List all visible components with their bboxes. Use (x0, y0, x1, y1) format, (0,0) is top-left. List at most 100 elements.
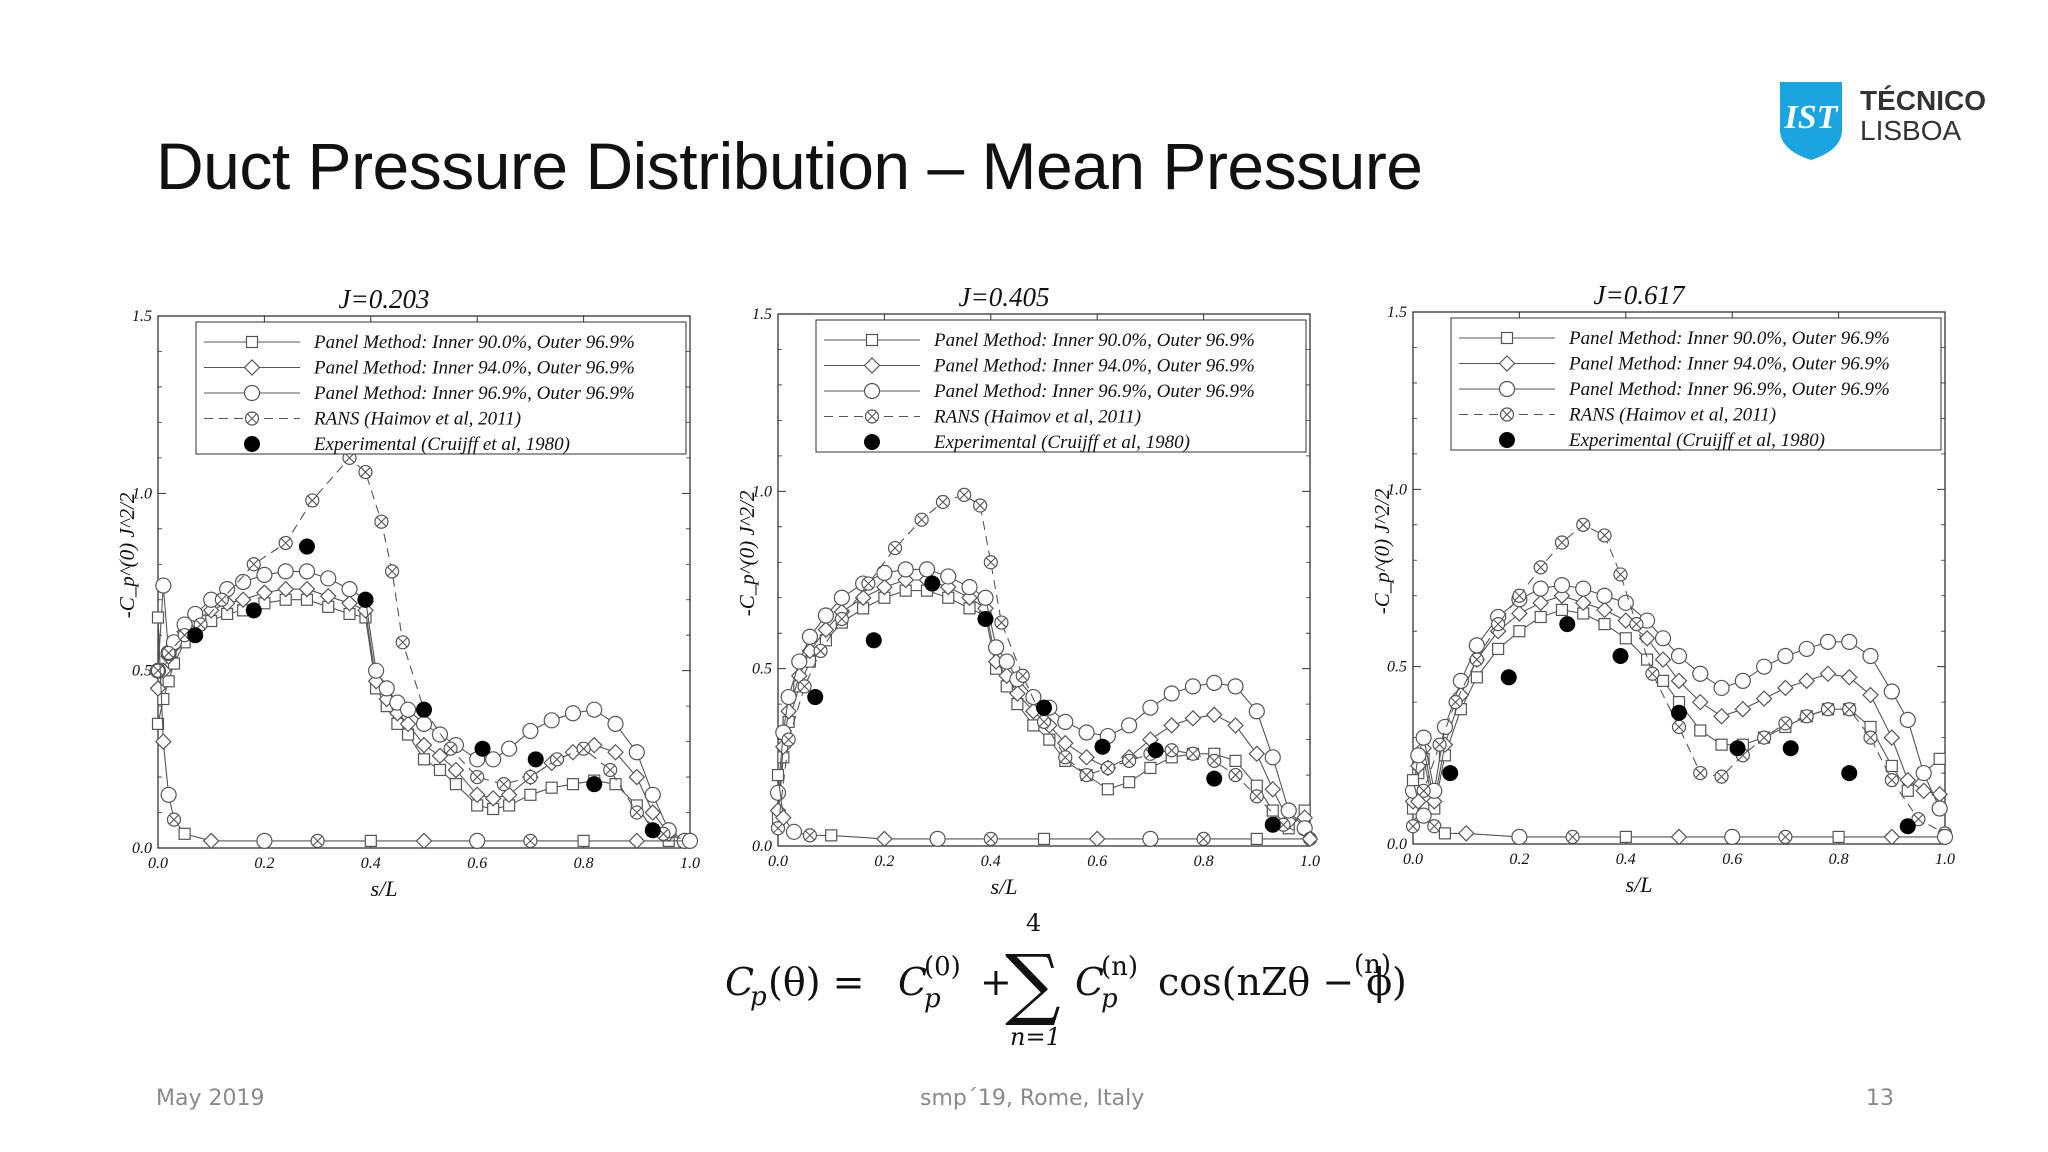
data-point (1565, 829, 1580, 845)
data-point (1734, 700, 1752, 718)
data-point (485, 751, 502, 768)
data-point (1915, 782, 1933, 800)
data-point (1670, 672, 1688, 690)
data-point (433, 763, 447, 777)
data-point (1228, 767, 1243, 783)
x-tick-label: 0.4 (1616, 851, 1636, 868)
data-point (1185, 746, 1201, 761)
series-filled-circle (187, 538, 661, 839)
series-line (1412, 780, 1945, 838)
legend-label: Panel Method: Inner 94.0%, Outer 96.9% (933, 356, 1255, 377)
data-point (1936, 828, 1953, 846)
x-tick-label: 0.2 (1509, 851, 1529, 868)
data-point (1575, 580, 1592, 597)
formula-plus: + (980, 960, 1012, 1004)
data-point (1036, 714, 1052, 729)
data-point (1037, 832, 1051, 846)
data-point (1693, 765, 1708, 781)
legend-marker (1500, 331, 1514, 345)
data-point (1734, 672, 1751, 689)
legend: Panel Method: Inner 90.0%, Outer 96.9% Pa… (1450, 317, 1942, 451)
series-filled-circle (1442, 616, 1916, 835)
y-tick-label: 0.5 (752, 661, 772, 678)
y-tick-label: 0.0 (132, 840, 152, 857)
data-point (1884, 773, 1899, 788)
data-point (785, 823, 803, 840)
data-point (1036, 699, 1052, 716)
data-point (1883, 683, 1900, 700)
series-circle-x (770, 487, 1318, 847)
data-point (977, 611, 994, 628)
series-mixed (151, 611, 698, 850)
data-point (1862, 647, 1879, 665)
data-point (417, 753, 431, 766)
legend-marker (243, 359, 261, 376)
data-point (1724, 828, 1741, 846)
data-point (1248, 703, 1265, 720)
data-point (1469, 652, 1484, 667)
data-point (151, 717, 165, 730)
x-axis-label: s/L (371, 876, 398, 900)
data-point (1554, 535, 1570, 550)
data-point (358, 464, 373, 480)
data-point (577, 834, 590, 848)
data-point (1184, 678, 1202, 695)
data-point (1057, 713, 1074, 730)
series-line (777, 775, 1310, 840)
legend: Panel Method: Inner 90.0%, Outer 96.9% Pa… (815, 319, 1307, 453)
data-point (1438, 827, 1452, 840)
data-point (484, 789, 502, 807)
y-tick-label: 1.5 (752, 306, 772, 323)
data-point (566, 778, 580, 791)
data-point (1500, 669, 1517, 686)
data-point (607, 715, 624, 732)
plot-frame (777, 313, 1311, 847)
x-tick-label: 0.6 (1722, 851, 1742, 868)
data-point (415, 832, 433, 850)
y-tick-label: 0.5 (132, 663, 152, 680)
formula-term0: C (898, 960, 927, 1004)
data-point (781, 732, 796, 747)
y-tick-label: 0.5 (1387, 659, 1407, 676)
formula-cos: cos(nZθ − ϕ (1158, 960, 1392, 1004)
data-point (609, 778, 622, 791)
legend-label: Panel Method: Inner 90.0%, Outer 96.9% (313, 332, 635, 353)
data-point (1863, 730, 1878, 745)
data-point (449, 778, 463, 791)
data-point (246, 557, 261, 572)
data-point (1671, 704, 1687, 721)
data-point (1555, 603, 1569, 617)
data-point (319, 587, 337, 605)
data-point (368, 662, 385, 679)
x-tick-label: 0.2 (254, 855, 274, 872)
data-point (1416, 783, 1431, 798)
data-point (1559, 616, 1576, 633)
data-point (378, 680, 395, 697)
y-axis-label: -C_p^(0) J^2/2 (115, 492, 139, 618)
data-point (797, 679, 812, 694)
data-point (1713, 707, 1730, 725)
data-point (469, 832, 486, 850)
data-point (1656, 674, 1670, 687)
data-point (277, 580, 295, 598)
data-point (447, 761, 465, 779)
data-point (1492, 642, 1505, 656)
data-point (1142, 699, 1159, 716)
data-point (1094, 738, 1111, 755)
data-point (1840, 668, 1858, 686)
data-point (1899, 771, 1917, 789)
data-point (1576, 517, 1591, 532)
data-point (1883, 828, 1901, 846)
data-point (543, 712, 560, 729)
data-point (187, 627, 204, 644)
x-tick-label: 0.8 (574, 855, 594, 872)
data-point (523, 833, 538, 849)
chart-j0405: J=0.405 0.0 0.2 0.4 0.6 0.8 1.0 0.0 0.5 1.0 1.5 s/L… (735, 282, 1320, 898)
series-circle (770, 561, 1313, 837)
data-point (1470, 671, 1483, 684)
data-point (1511, 605, 1528, 622)
x-tick-label: 0.8 (1829, 851, 1849, 868)
data-point (897, 561, 914, 578)
data-point (1264, 816, 1281, 833)
data-point (1899, 711, 1916, 728)
